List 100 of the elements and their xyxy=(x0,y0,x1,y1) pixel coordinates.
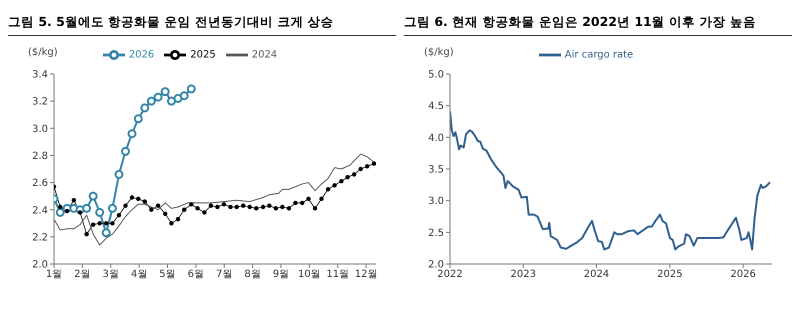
point xyxy=(116,212,122,218)
point xyxy=(136,196,140,202)
point xyxy=(154,92,163,102)
y-tick-label: 3.5 xyxy=(428,164,444,176)
point xyxy=(58,204,62,210)
x-tick-label: 3월 xyxy=(102,269,119,280)
point xyxy=(234,204,239,210)
point xyxy=(286,206,292,211)
x-tick-label: 9월 xyxy=(272,269,290,280)
y-axis-title: ($/kg) xyxy=(28,47,58,58)
point xyxy=(222,202,226,206)
y-tick-label: 2.0 xyxy=(428,260,444,271)
point xyxy=(56,208,65,217)
y-tick-label: 4.5 xyxy=(428,101,444,112)
point xyxy=(104,221,108,226)
x-tick-label: 11월 xyxy=(326,269,350,280)
point xyxy=(180,91,189,100)
point xyxy=(267,203,272,208)
point xyxy=(146,96,156,106)
y-tick-label: 3.0 xyxy=(32,124,48,135)
point xyxy=(319,196,324,202)
x-tick-label: 5월 xyxy=(159,269,176,280)
point xyxy=(130,195,134,200)
point xyxy=(228,204,233,210)
point xyxy=(332,183,337,188)
point xyxy=(82,204,92,213)
x-tick-label: 4월 xyxy=(130,269,148,280)
point xyxy=(110,221,115,226)
point xyxy=(352,172,356,177)
point xyxy=(156,203,160,208)
line-series xyxy=(450,110,771,250)
point xyxy=(123,203,128,208)
point xyxy=(248,204,252,210)
legend-label: 2025 xyxy=(190,50,216,61)
point xyxy=(208,203,214,208)
point xyxy=(166,96,176,106)
point xyxy=(312,206,318,211)
point xyxy=(134,114,143,124)
line-series xyxy=(54,154,375,246)
point xyxy=(241,203,246,208)
point xyxy=(339,179,344,184)
point xyxy=(195,206,200,211)
y-tick-label: 2.6 xyxy=(32,178,48,190)
y-tick-label: 2.2 xyxy=(32,232,48,244)
x-tick-label: 2022 xyxy=(437,269,463,280)
point xyxy=(160,87,170,96)
point xyxy=(372,161,376,166)
x-tick-label: 7월 xyxy=(216,269,232,280)
point xyxy=(84,232,89,236)
point xyxy=(326,187,330,192)
point xyxy=(176,217,180,222)
point xyxy=(64,208,70,214)
point xyxy=(102,228,111,238)
legend-label: 2026 xyxy=(128,50,154,61)
point xyxy=(72,198,76,202)
y-tick-label: 3.4 xyxy=(32,70,48,81)
y-tick-label: 2.4 xyxy=(32,205,48,216)
x-tick-label: 2024 xyxy=(584,269,610,280)
x-tick-label: 2월 xyxy=(74,269,91,280)
point xyxy=(120,146,130,156)
point xyxy=(90,222,96,227)
point xyxy=(169,221,174,226)
point xyxy=(108,204,117,213)
y-tick-label: 2.8 xyxy=(32,150,48,162)
x-tick-label: 2023 xyxy=(510,269,536,280)
point xyxy=(280,204,285,210)
y-tick-label: 5.0 xyxy=(428,70,444,81)
point xyxy=(186,84,196,94)
y-tick-label: 3.2 xyxy=(32,96,48,108)
x-tick-label: 1월 xyxy=(46,269,62,280)
y-tick-label: 3.0 xyxy=(428,196,444,208)
point xyxy=(202,210,207,215)
point xyxy=(189,202,194,206)
point xyxy=(163,212,168,216)
point xyxy=(300,200,304,206)
x-tick-label: 6월 xyxy=(188,269,204,280)
point xyxy=(173,94,182,103)
point xyxy=(365,164,370,168)
x-tick-label: 10월 xyxy=(298,269,321,280)
x-tick-label: 12월 xyxy=(354,269,378,280)
point xyxy=(140,103,150,112)
point xyxy=(149,208,154,212)
y-tick-label: 2.0 xyxy=(32,260,48,271)
point xyxy=(306,196,311,202)
point xyxy=(142,199,147,204)
point xyxy=(260,204,266,210)
chart-title: 그림 5. 5월에도 항공화물 운임 전년동기대비 크게 상승 xyxy=(8,14,396,36)
point xyxy=(274,206,278,211)
x-tick-label: 2026 xyxy=(730,269,756,280)
point xyxy=(254,206,258,211)
point xyxy=(95,208,104,217)
point xyxy=(358,166,363,172)
point xyxy=(114,170,124,179)
point xyxy=(345,174,350,180)
point xyxy=(182,208,186,212)
x-tick-label: 2025 xyxy=(657,269,683,280)
y-axis-title: ($/kg) xyxy=(424,47,454,58)
point xyxy=(215,204,220,210)
chart-title: 그림 6. 현재 항공화물 운임은 2022년 11월 이후 가장 높음 xyxy=(404,14,792,36)
point xyxy=(293,200,298,206)
